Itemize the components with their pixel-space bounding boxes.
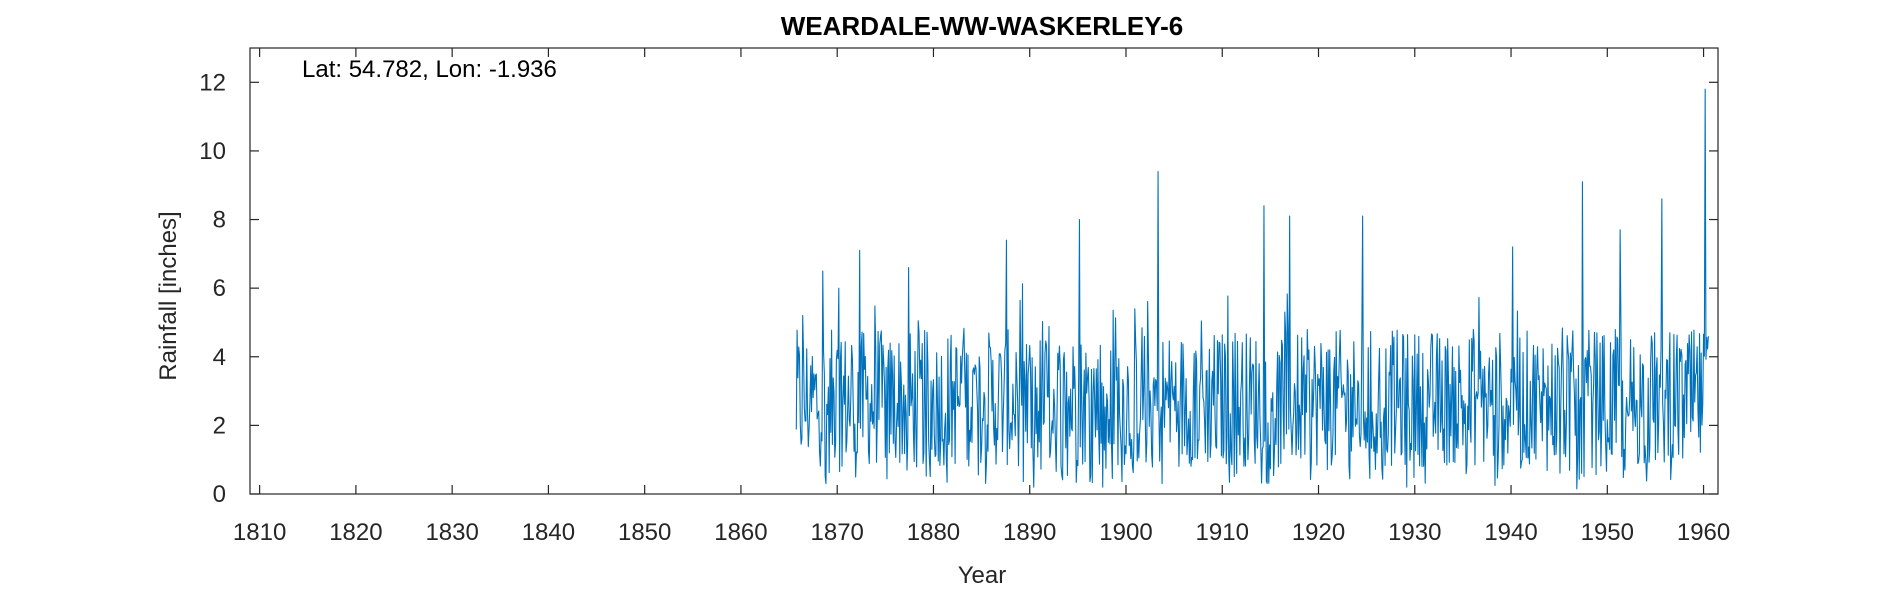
y-axis-label: Rainfall [inches] — [155, 211, 182, 380]
y-tick-label: 12 — [199, 69, 226, 96]
x-tick-label: 1890 — [1003, 519, 1056, 546]
x-tick-label: 1960 — [1677, 519, 1730, 546]
x-tick-label: 1830 — [425, 519, 478, 546]
y-tick-label: 0 — [213, 481, 226, 508]
x-tick-label: 1860 — [714, 519, 767, 546]
x-tick-label: 1810 — [233, 519, 286, 546]
x-tick-label: 1930 — [1388, 519, 1441, 546]
y-tick-label: 8 — [213, 207, 226, 234]
y-tick-label: 4 — [213, 344, 226, 371]
x-tick-label: 1950 — [1581, 519, 1634, 546]
x-axis-label: Year — [958, 562, 1007, 589]
chart-title: WEARDALE-WW-WASKERLEY-6 — [781, 11, 1183, 41]
axes-box — [249, 47, 1719, 495]
x-tick-label: 1910 — [1196, 519, 1249, 546]
x-tick-label: 1920 — [1292, 519, 1345, 546]
y-tick-label: 2 — [213, 412, 226, 439]
rainfall-series-line — [795, 88, 1709, 490]
axis-ticks: 1810 1820 1830 1840 1850 1860 1870 1880 1890 1900… — [199, 48, 1730, 546]
location-annotation: Lat: 54.782, Lon: -1.936 — [302, 56, 557, 83]
x-tick-label: 1820 — [329, 519, 382, 546]
x-tick-label: 1870 — [811, 519, 864, 546]
x-tick-label: 1900 — [1099, 519, 1152, 546]
y-tick-label: 10 — [199, 138, 226, 165]
x-tick-label: 1840 — [522, 519, 575, 546]
x-tick-label: 1850 — [618, 519, 671, 546]
y-tick-label: 6 — [213, 275, 226, 302]
x-tick-label: 1940 — [1484, 519, 1537, 546]
x-tick-label: 1880 — [907, 519, 960, 546]
plot-area — [795, 88, 1709, 490]
